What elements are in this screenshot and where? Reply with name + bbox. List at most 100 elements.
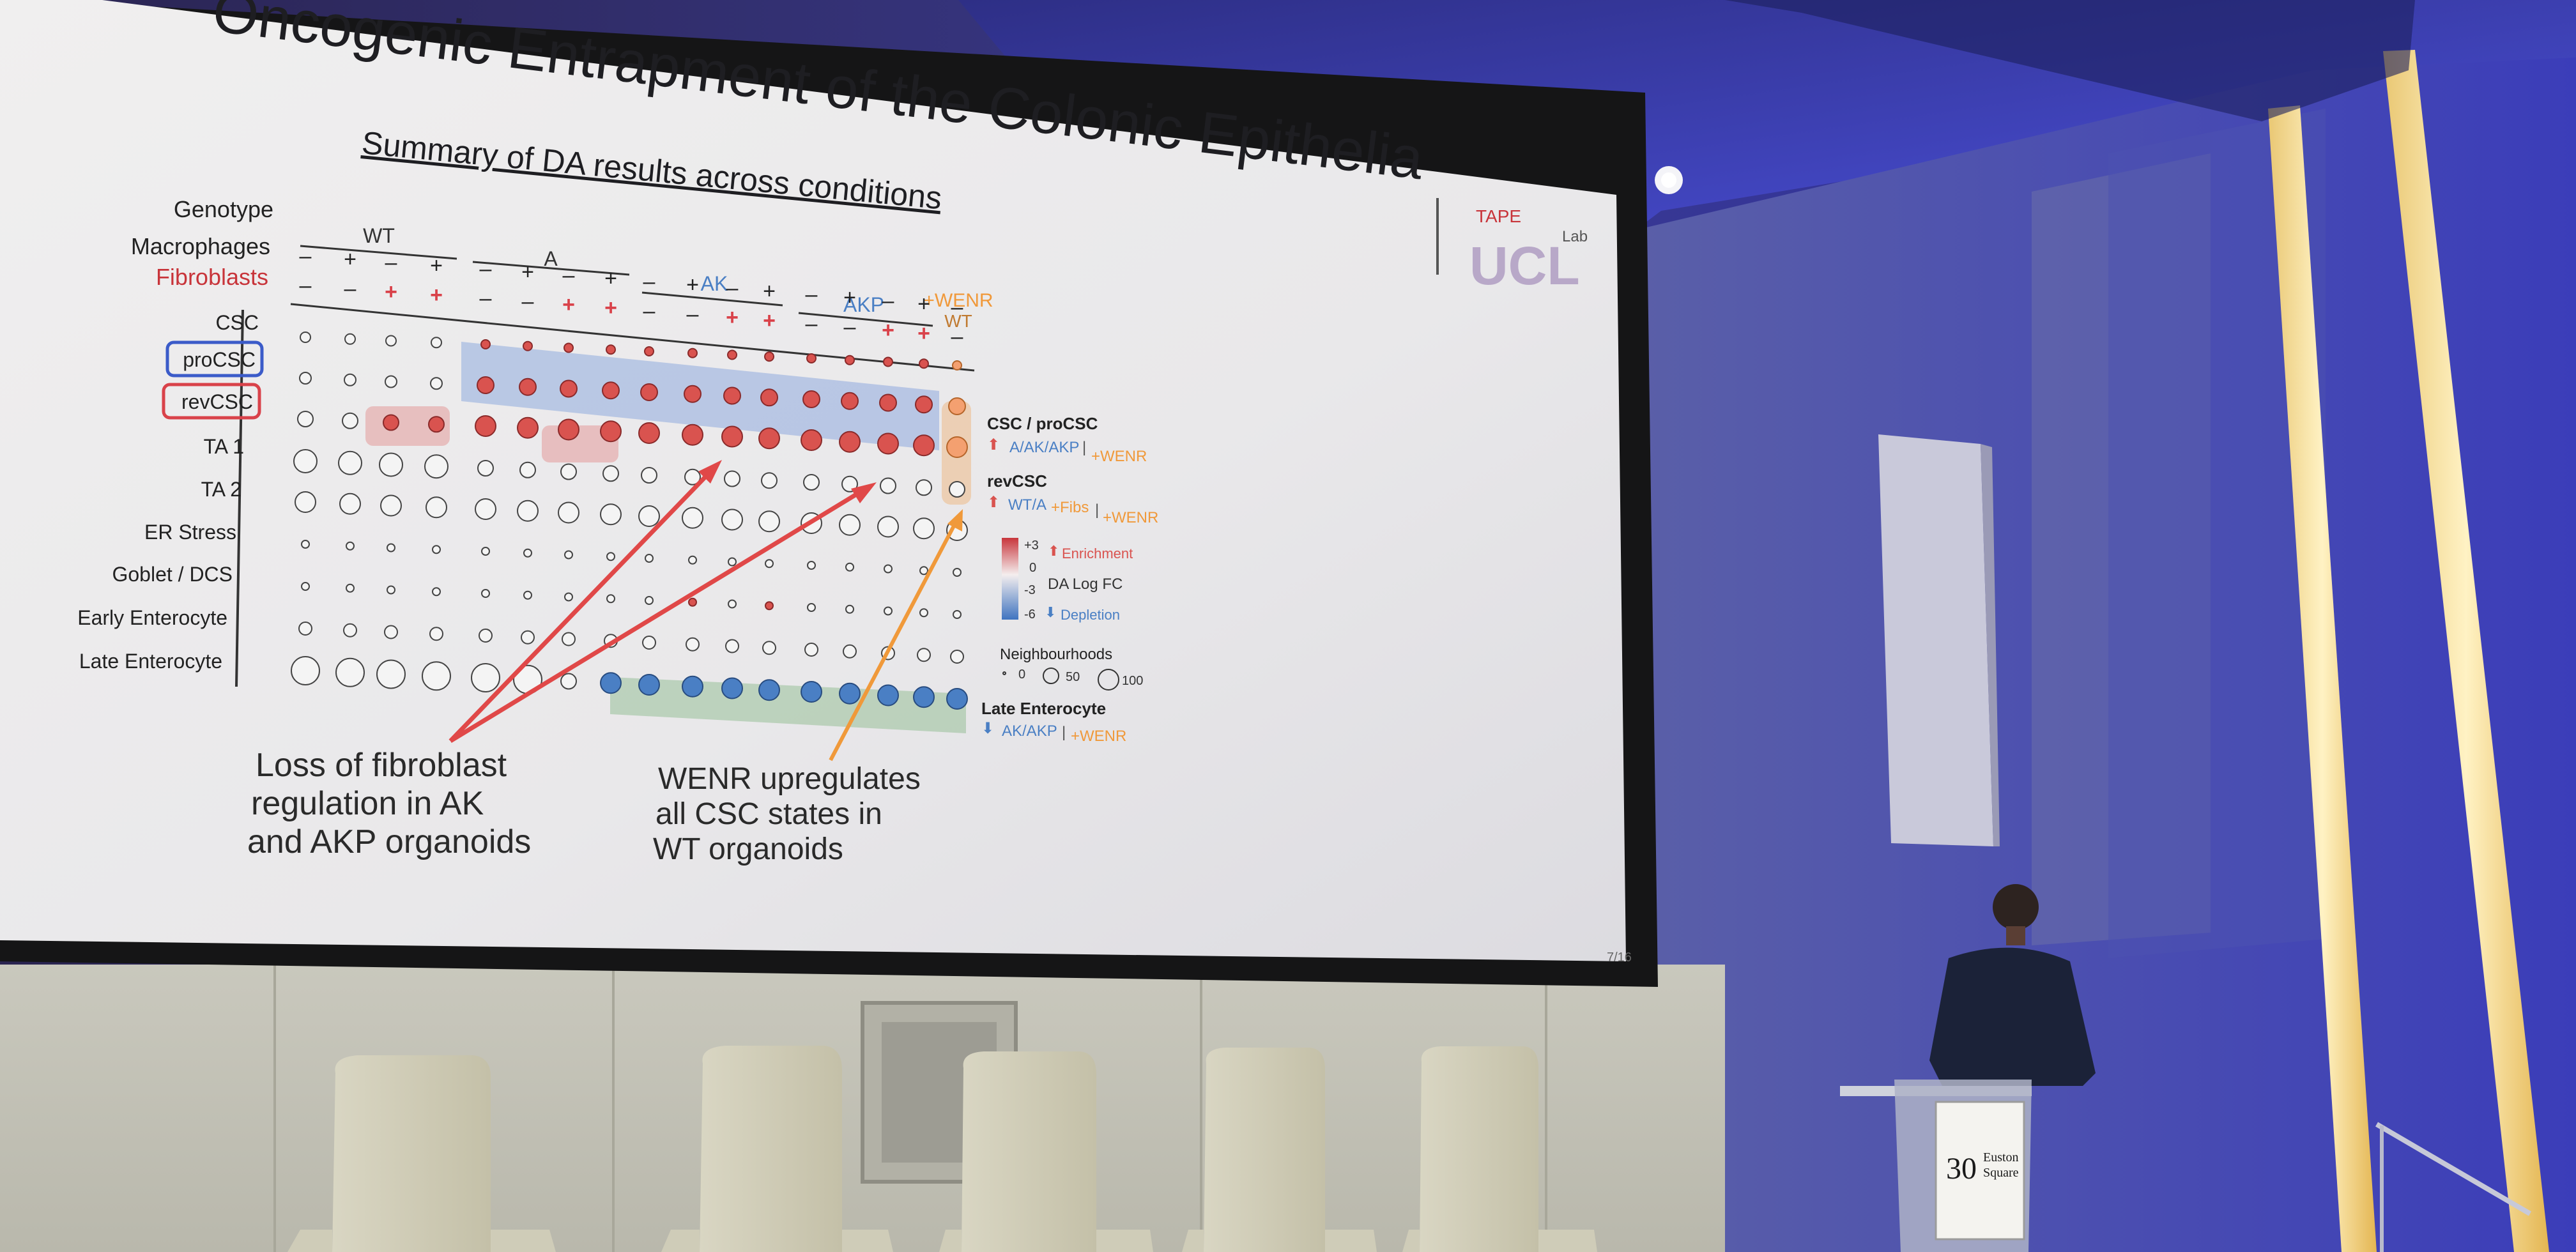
da-dot xyxy=(481,547,490,556)
da-dot xyxy=(387,543,395,553)
da-dot xyxy=(839,682,861,705)
legend-late-wenr: +WENR xyxy=(1071,728,1126,745)
da-dot xyxy=(884,564,893,574)
da-dot xyxy=(600,420,622,443)
da-dot xyxy=(723,386,741,405)
fibroblast-sign: – xyxy=(480,286,492,310)
da-dot xyxy=(429,627,443,641)
arrow-to-wenr xyxy=(829,516,960,761)
group-ak: AK xyxy=(701,272,728,295)
da-dot xyxy=(801,681,822,703)
macrophage-sign: + xyxy=(430,254,443,278)
da-dot xyxy=(877,515,899,538)
da-dot xyxy=(682,424,703,446)
da-dot xyxy=(642,636,656,650)
row-label-goblet: Goblet / DCS xyxy=(112,563,233,586)
row-labels: CSC proCSC revCSC TA 1 TA 2 ER Stress Go… xyxy=(77,311,264,673)
fibroblast-sign: – xyxy=(522,289,534,314)
annotation-right-line1: WENR upregulates xyxy=(658,762,921,796)
da-dot xyxy=(602,381,620,400)
row-label-ta2: TA 2 xyxy=(201,478,241,501)
chairs xyxy=(288,1046,1597,1252)
da-dot xyxy=(728,557,737,567)
svg-text:|: | xyxy=(1082,439,1086,456)
macrophage-sign: – xyxy=(806,282,818,307)
svg-text:⬆: ⬆ xyxy=(987,494,1000,511)
da-dot xyxy=(721,677,743,699)
da-dot xyxy=(948,397,966,415)
da-dot xyxy=(298,622,312,636)
svg-text:100: 100 xyxy=(1122,674,1143,688)
da-dot xyxy=(560,463,577,480)
svg-text:50: 50 xyxy=(1066,670,1080,684)
legend-rev-title: revCSC xyxy=(987,471,1047,491)
dot-grid xyxy=(291,332,968,710)
fibroblast-sign: + xyxy=(385,280,397,304)
railing xyxy=(2375,1122,2532,1216)
podium-sign xyxy=(1935,1101,2025,1241)
da-dot xyxy=(481,589,490,598)
fibroblast-sign: – xyxy=(300,273,312,298)
da-dot xyxy=(517,500,539,522)
da-dot xyxy=(602,465,619,482)
fibroblast-sign: + xyxy=(882,318,894,342)
da-dot xyxy=(765,601,774,611)
legend-nbh-0 xyxy=(1002,671,1006,675)
macrophage-sign: + xyxy=(344,247,356,271)
macrophage-sign: – xyxy=(951,295,963,319)
da-dot xyxy=(841,475,858,492)
row-label-procsc: proCSC xyxy=(183,348,256,371)
legend-csc-title: CSC / proCSC xyxy=(987,414,1098,433)
da-dot xyxy=(432,545,441,554)
logo-tape: TAPE xyxy=(1476,206,1521,226)
da-dot xyxy=(477,376,494,394)
da-dot xyxy=(802,390,820,408)
da-dot xyxy=(760,388,778,407)
da-dot xyxy=(335,657,365,687)
da-dot xyxy=(346,583,355,593)
da-dot xyxy=(519,461,536,478)
header-separator xyxy=(290,303,975,372)
da-dot xyxy=(521,630,535,645)
group-a: A xyxy=(544,247,558,270)
legend-nbh-50 xyxy=(1043,668,1059,684)
da-dot xyxy=(950,650,964,664)
genotype-groups: WT A AK AKP +WENR WT xyxy=(300,224,993,331)
wall-panel-2 xyxy=(2108,109,2326,958)
da-dot xyxy=(638,422,660,444)
row-label-er-stress: ER Stress xyxy=(144,521,236,544)
da-dot xyxy=(564,550,573,560)
da-dot xyxy=(916,479,932,496)
annotation-left: Loss of fibroblast regulation in AK and … xyxy=(247,747,531,860)
da-dot xyxy=(638,505,660,527)
speaker-head xyxy=(1993,884,2039,930)
arrow-to-ak xyxy=(448,464,717,743)
da-dot xyxy=(600,503,622,526)
da-dot xyxy=(686,637,700,652)
da-dot xyxy=(917,648,931,662)
legend-scale-neg3: -3 xyxy=(1024,583,1036,597)
speaker-shirt xyxy=(1929,947,2096,1086)
fibroblast-sign: – xyxy=(643,299,656,323)
macrophage-sign: + xyxy=(763,279,776,303)
legend-depletion: Depletion xyxy=(1061,607,1120,623)
da-dot xyxy=(839,431,861,453)
da-dot xyxy=(342,412,358,429)
da-dot xyxy=(346,541,355,551)
chair xyxy=(1402,1046,1597,1252)
da-dot xyxy=(428,416,445,433)
da-dot xyxy=(682,507,703,529)
da-dot xyxy=(606,552,615,561)
svg-text:⬆: ⬆ xyxy=(1048,543,1059,559)
macrophage-sign: + xyxy=(604,266,617,291)
da-dot xyxy=(471,663,500,692)
da-dot xyxy=(475,415,496,437)
da-dot xyxy=(762,641,776,655)
da-dot xyxy=(383,414,399,431)
da-dot xyxy=(845,604,854,614)
fibroblast-sign: – xyxy=(844,315,856,339)
da-dot xyxy=(558,418,579,441)
fibroblast-sign: + xyxy=(763,309,776,333)
chair xyxy=(661,1046,893,1252)
da-dot xyxy=(804,643,818,657)
